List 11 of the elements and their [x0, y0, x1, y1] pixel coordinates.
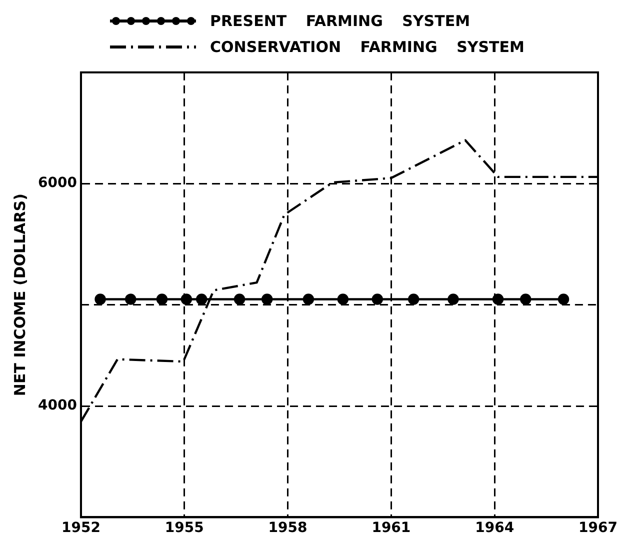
legend-label: CONSERVATION FARMING SYSTEM: [210, 38, 524, 56]
x-tick-label: 1952: [61, 520, 100, 536]
x-tick-label: 1967: [578, 520, 618, 536]
x-tick-label: 1961: [372, 520, 411, 536]
y-axis-title: NET INCOME (DOLLARS): [10, 194, 29, 396]
x-tick-label: 1964: [475, 520, 514, 536]
x-tick-label: 1958: [268, 520, 308, 536]
y-tick-label: 6000: [38, 175, 78, 192]
y-tick-label: 4000: [38, 398, 78, 414]
legend-label: PRESENT FARMING SYSTEM: [210, 12, 470, 30]
x-tick-label: 1955: [164, 520, 204, 536]
